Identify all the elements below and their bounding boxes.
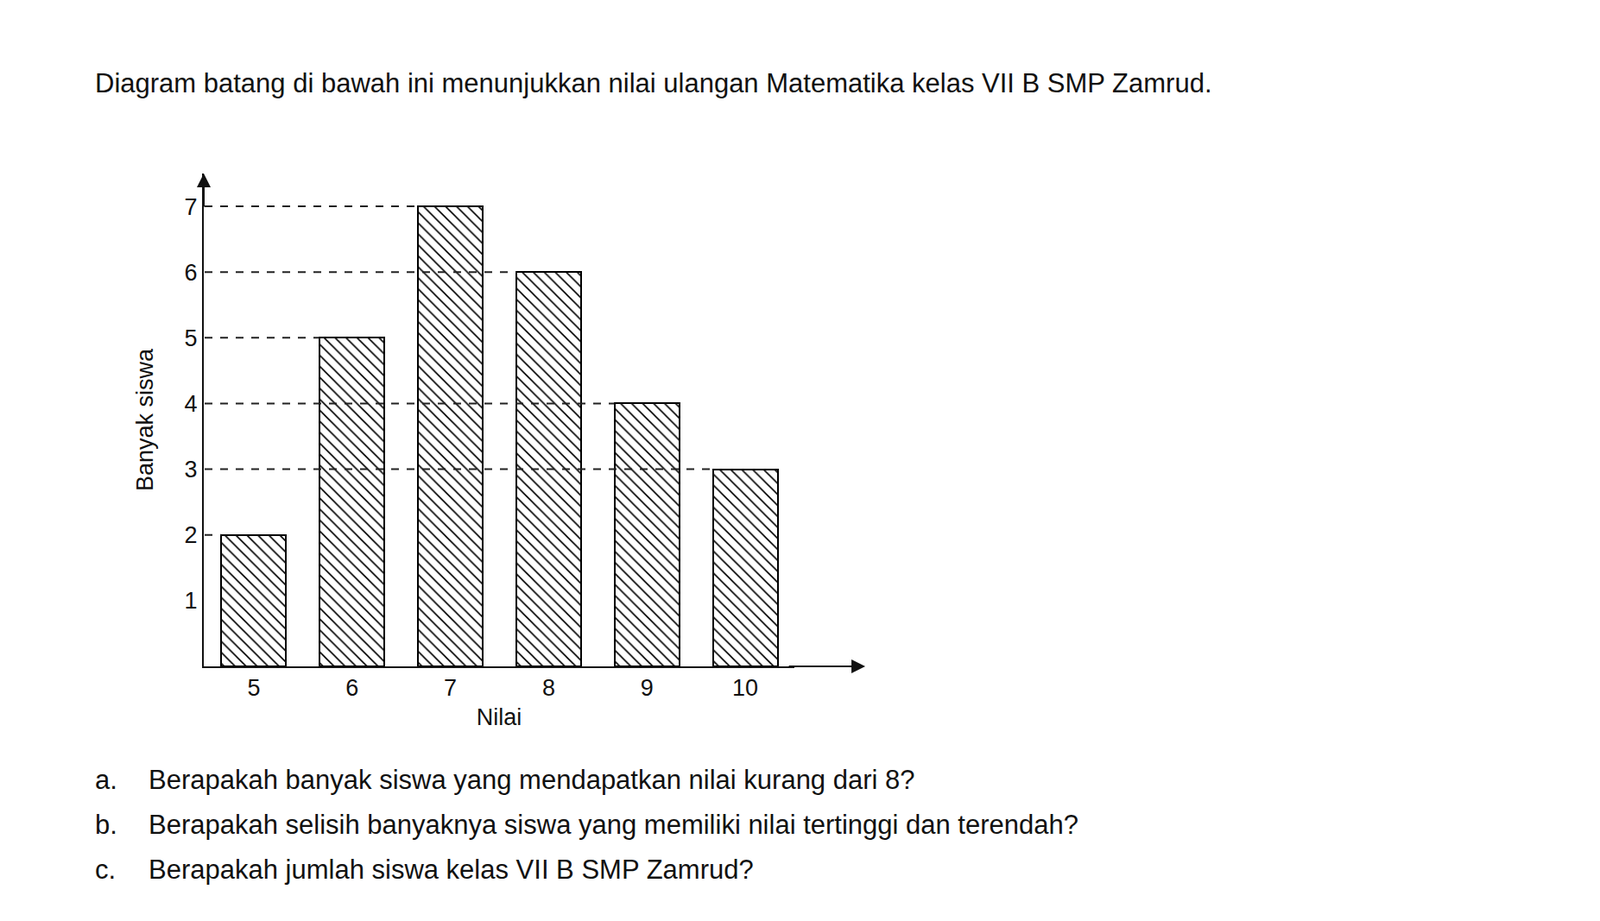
html-text:b.: b.: [94, 809, 118, 841]
html-text:Berapakah banyak siswa yang me: Berapakah banyak siswa yang mendapatkan …: [148, 765, 915, 796]
svg-text:5: 5: [184, 325, 198, 352]
svg-text:Nilai: Nilai: [476, 704, 523, 731]
svg-text:7: 7: [443, 675, 457, 702]
svg-text:1: 1: [184, 588, 198, 614]
svg-text:3: 3: [184, 456, 198, 483]
html-text:Diagram batang di bawah ini me: Diagram batang di bawah ini menunjukkan …: [94, 68, 1212, 99]
svg-text:7: 7: [184, 194, 198, 221]
svg-text:6: 6: [345, 675, 359, 702]
svg-text:9: 9: [640, 675, 654, 702]
svg-text:2: 2: [184, 522, 198, 549]
html-text:c.: c.: [94, 854, 116, 886]
svg-text:5: 5: [246, 675, 260, 702]
svg-text:8: 8: [542, 675, 556, 702]
html-text:Berapakah selisih banyaknya si: Berapakah selisih banyaknya siswa yang m…: [148, 809, 1079, 841]
svg-text:10: 10: [732, 675, 759, 702]
svg-text:4: 4: [184, 391, 198, 418]
html-text:Berapakah jumlah siswa kelas V: Berapakah jumlah siswa kelas VII B SMP Z…: [148, 854, 754, 886]
svg-text:Banyak siswa: Banyak siswa: [132, 347, 159, 492]
svg-text:6: 6: [184, 259, 198, 286]
html-text:a.: a.: [94, 765, 118, 796]
